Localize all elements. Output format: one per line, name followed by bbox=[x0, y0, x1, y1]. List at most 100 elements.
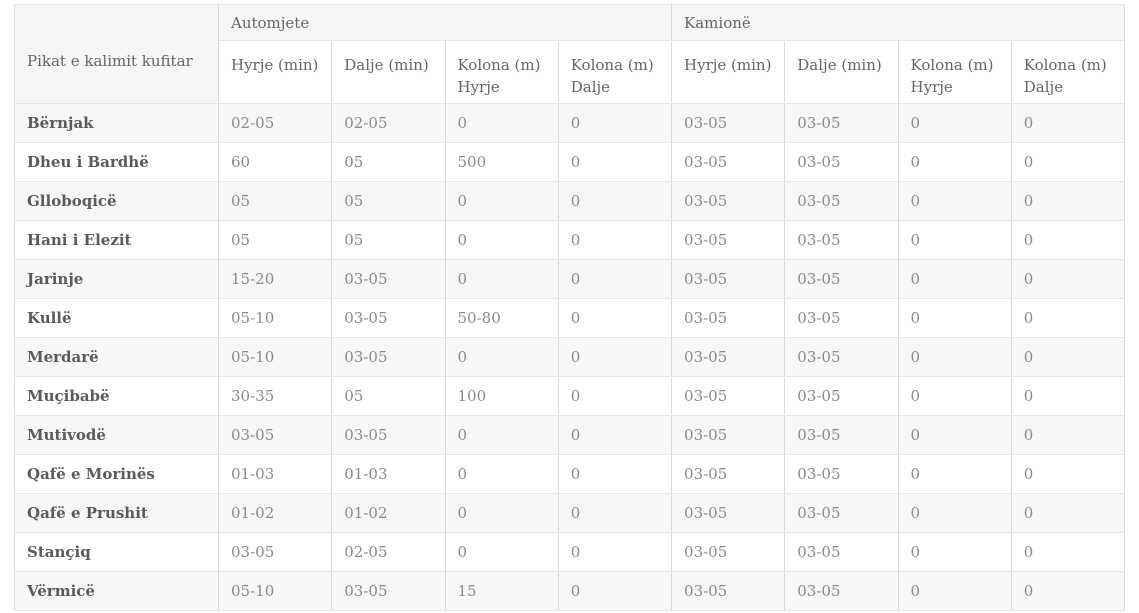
value-cell: 03-05 bbox=[217, 532, 333, 572]
value-cell: 05 bbox=[331, 181, 446, 221]
value-cell: 03-05 bbox=[784, 376, 899, 416]
value-cell: 0 bbox=[1010, 532, 1126, 572]
value-cell: 0 bbox=[897, 454, 1012, 494]
value-cell: 0 bbox=[557, 454, 673, 494]
table-row: Qafë e Prushit 01-02 01-02 0 0 03-05 03-05 0 0 bbox=[14, 493, 1126, 533]
crossing-name: Muçibabë bbox=[14, 376, 219, 416]
value-cell: 02-05 bbox=[331, 103, 446, 143]
value-cell: 05 bbox=[217, 181, 333, 221]
value-cell: 01-02 bbox=[331, 493, 446, 533]
column-header-kamion-kolona-hyrje: Kolona (m) Hyrje bbox=[897, 40, 1012, 104]
value-cell: 03-05 bbox=[671, 454, 786, 494]
column-header-kamion-dalje: Dalje (min) bbox=[784, 40, 899, 104]
value-cell: 03-05 bbox=[331, 571, 446, 611]
value-cell: 03-05 bbox=[671, 337, 786, 377]
value-cell: 0 bbox=[1010, 181, 1126, 221]
value-cell: 50-80 bbox=[444, 298, 559, 338]
table-row: Stançiq 03-05 02-05 0 0 03-05 03-05 0 0 bbox=[14, 532, 1126, 572]
table-row: Mutivodë 03-05 03-05 0 0 03-05 03-05 0 0 bbox=[14, 415, 1126, 455]
table-row: Qafë e Morinës 01-03 01-03 0 0 03-05 03-05 0 0 bbox=[14, 454, 1126, 494]
value-cell: 0 bbox=[444, 259, 559, 299]
value-cell: 03-05 bbox=[784, 103, 899, 143]
value-cell: 03-05 bbox=[671, 220, 786, 260]
table-body: Bërnjak 02-05 02-05 0 0 03-05 03-05 0 0 Dheu i Ba… bbox=[14, 103, 1126, 611]
value-cell: 0 bbox=[897, 298, 1012, 338]
header-group-row: Pikat e kalimit kufitar Automjete Kamion… bbox=[14, 4, 1126, 104]
column-header-auto-dalje: Dalje (min) bbox=[331, 40, 446, 104]
value-cell: 03-05 bbox=[671, 103, 786, 143]
value-cell: 0 bbox=[444, 181, 559, 221]
value-cell: 03-05 bbox=[671, 376, 786, 416]
value-cell: 03-05 bbox=[671, 142, 786, 182]
value-cell: 0 bbox=[444, 415, 559, 455]
value-cell: 0 bbox=[444, 103, 559, 143]
value-cell: 0 bbox=[897, 259, 1012, 299]
value-cell: 0 bbox=[1010, 259, 1126, 299]
value-cell: 03-05 bbox=[784, 571, 899, 611]
column-group-kamione: Kamionë bbox=[671, 4, 1126, 41]
border-crossings-table: Pikat e kalimit kufitar Automjete Kamion… bbox=[14, 4, 1126, 611]
value-cell: 0 bbox=[1010, 571, 1126, 611]
value-cell: 05 bbox=[217, 220, 333, 260]
value-cell: 03-05 bbox=[784, 493, 899, 533]
value-cell: 05 bbox=[331, 220, 446, 260]
crossing-name: Glloboqicë bbox=[14, 181, 219, 221]
value-cell: 0 bbox=[897, 181, 1012, 221]
value-cell: 0 bbox=[557, 415, 673, 455]
column-header-kamion-hyrje: Hyrje (min) bbox=[671, 40, 786, 104]
column-header-auto-kolona-hyrje: Kolona (m) Hyrje bbox=[444, 40, 559, 104]
value-cell: 0 bbox=[444, 337, 559, 377]
table-row: Glloboqicë 05 05 0 0 03-05 03-05 0 0 bbox=[14, 181, 1126, 221]
table-row: Bërnjak 02-05 02-05 0 0 03-05 03-05 0 0 bbox=[14, 103, 1126, 143]
value-cell: 02-05 bbox=[217, 103, 333, 143]
crossing-name: Dheu i Bardhë bbox=[14, 142, 219, 182]
table-header: Pikat e kalimit kufitar Automjete Kamion… bbox=[14, 4, 1126, 104]
table-row: Merdarë 05-10 03-05 0 0 03-05 03-05 0 0 bbox=[14, 337, 1126, 377]
crossing-name: Jarinje bbox=[14, 259, 219, 299]
value-cell: 05-10 bbox=[217, 571, 333, 611]
value-cell: 05 bbox=[331, 376, 446, 416]
value-cell: 0 bbox=[557, 103, 673, 143]
value-cell: 0 bbox=[557, 493, 673, 533]
value-cell: 03-05 bbox=[784, 142, 899, 182]
value-cell: 0 bbox=[1010, 220, 1126, 260]
value-cell: 03-05 bbox=[671, 415, 786, 455]
value-cell: 03-05 bbox=[671, 298, 786, 338]
value-cell: 03-05 bbox=[784, 532, 899, 572]
value-cell: 05 bbox=[331, 142, 446, 182]
crossing-name: Bërnjak bbox=[14, 103, 219, 143]
value-cell: 0 bbox=[1010, 103, 1126, 143]
value-cell: 03-05 bbox=[331, 337, 446, 377]
value-cell: 15 bbox=[444, 571, 559, 611]
crossing-name: Mutivodë bbox=[14, 415, 219, 455]
column-header-auto-hyrje: Hyrje (min) bbox=[217, 40, 333, 104]
value-cell: 0 bbox=[897, 220, 1012, 260]
value-cell: 0 bbox=[444, 532, 559, 572]
table-row: Vërmicë 05-10 03-05 15 0 03-05 03-05 0 0 bbox=[14, 571, 1126, 611]
value-cell: 100 bbox=[444, 376, 559, 416]
value-cell: 0 bbox=[557, 376, 673, 416]
header-sub-row: Hyrje (min) Dalje (min) Kolona (m) Hyrje… bbox=[15, 40, 1126, 104]
value-cell: 0 bbox=[444, 220, 559, 260]
table-row: Muçibabë 30-35 05 100 0 03-05 03-05 0 0 bbox=[14, 376, 1126, 416]
value-cell: 03-05 bbox=[671, 259, 786, 299]
value-cell: 03-05 bbox=[331, 259, 446, 299]
value-cell: 03-05 bbox=[331, 298, 446, 338]
value-cell: 03-05 bbox=[784, 181, 899, 221]
value-cell: 0 bbox=[897, 571, 1012, 611]
value-cell: 0 bbox=[444, 493, 559, 533]
column-group-automjete: Automjete bbox=[217, 4, 673, 41]
crossing-name: Vërmicë bbox=[14, 571, 219, 611]
crossing-name: Kullë bbox=[14, 298, 219, 338]
value-cell: 03-05 bbox=[331, 415, 446, 455]
value-cell: 0 bbox=[557, 337, 673, 377]
column-header-auto-kolona-dalje: Kolona (m) Dalje bbox=[557, 40, 673, 104]
table-row: Dheu i Bardhë 60 05 500 0 03-05 03-05 0 0 bbox=[14, 142, 1126, 182]
value-cell: 02-05 bbox=[331, 532, 446, 572]
value-cell: 0 bbox=[557, 532, 673, 572]
value-cell: 03-05 bbox=[671, 532, 786, 572]
value-cell: 500 bbox=[444, 142, 559, 182]
value-cell: 0 bbox=[1010, 142, 1126, 182]
value-cell: 0 bbox=[444, 454, 559, 494]
